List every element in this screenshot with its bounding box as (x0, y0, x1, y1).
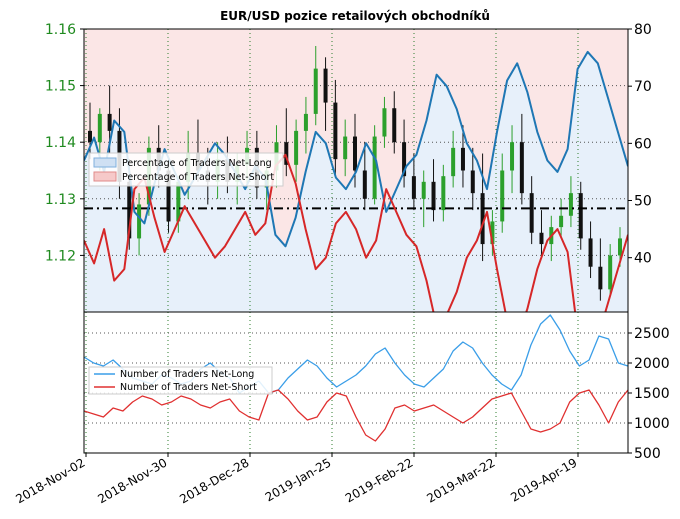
date-tick-label: 2019-Mar-22 (424, 455, 497, 505)
date-tick-label: 2019-Feb-22 (343, 455, 416, 505)
price-candle-body (598, 266, 603, 290)
date-tick-label: 2019-Apr-19 (508, 455, 579, 504)
price-candle-body (137, 204, 142, 239)
price-candle-body (559, 215, 564, 228)
net-short-percentage-line (84, 153, 628, 312)
price-candle-body (500, 170, 505, 222)
date-tick-label: 2018-Nov-02 (13, 455, 87, 506)
right-tick-label: 50 (634, 194, 652, 210)
legend-top-box (88, 152, 284, 187)
legend-net-short-label: Percentage of Traders Net-Short (122, 172, 274, 183)
date-tick-label: 2019-Jan-25 (263, 455, 334, 504)
right-tick-label: 40 (634, 251, 652, 267)
left-tick-label: 1.12 (45, 248, 76, 264)
price-candle-body (441, 176, 446, 211)
price-candle-body (392, 108, 397, 143)
price-candle-body (480, 193, 485, 245)
price-candle-body (578, 193, 583, 239)
price-candle-body (88, 130, 92, 143)
right-tick-label: 80 (634, 22, 652, 38)
left-tick-label: 1.14 (45, 135, 76, 151)
left-tick-label: 1.15 (45, 79, 76, 95)
price-candle-body (333, 102, 338, 160)
right-axis-ticks-top: 40 50 60 70 80 (628, 22, 652, 267)
legend-bottom: Number of Traders Net-Long Number of Tra… (88, 366, 273, 395)
right-tick-label: 70 (634, 79, 652, 95)
price-candle-body (313, 68, 318, 114)
price-candle-body (568, 193, 573, 216)
date-tick-label: 2018-Dec-28 (177, 455, 251, 506)
price-candle-body (431, 181, 436, 211)
price-candle-body (421, 181, 426, 199)
net-short-count-line (84, 389, 628, 442)
price-candle-body (362, 170, 367, 199)
price-candle-body (176, 181, 181, 222)
date-axis-ticks: 2018-Nov-02 2018-Nov-30 2018-Dec-28 2019-Ja… (13, 453, 580, 506)
bottom-right-tick-label: 2000 (634, 356, 670, 372)
price-panel: 1.12 1.13 1.14 1.15 1.16 40 50 60 70 80 Percenta… (45, 22, 652, 313)
bottom-horizontal-gridlines (84, 332, 628, 453)
price-candle-body (127, 181, 132, 239)
price-candle-body (618, 238, 622, 256)
left-axis-ticks: 1.12 1.13 1.14 1.15 1.16 (45, 22, 84, 264)
price-candle-body (97, 113, 102, 143)
chart-title: EUR/USD pozice retailových obchodníků (220, 9, 490, 23)
legend-count-short-label: Number of Traders Net-Short (120, 382, 257, 393)
legend-net-long-swatch (93, 157, 117, 168)
legend-net-long-label: Percentage of Traders Net-Long (122, 158, 272, 169)
price-candle-body (402, 142, 407, 177)
legend-count-long-label: Number of Traders Net-Long (120, 369, 254, 380)
trader-count-panel: 500 1000 1500 2000 2500 Number of Traders Ne… (83, 311, 670, 462)
right-tick-label: 60 (634, 136, 652, 152)
bottom-right-tick-label: 1000 (634, 416, 670, 432)
date-tick-label: 2018-Nov-30 (95, 455, 169, 506)
price-candle-body (343, 136, 348, 160)
price-candle-body (470, 170, 475, 194)
right-axis-ticks-bottom: 500 1000 1500 2000 2500 (628, 326, 670, 462)
price-candle-body (284, 142, 289, 165)
price-candle-body (529, 193, 534, 233)
legend-top: Percentage of Traders Net-Long Percentag… (88, 152, 284, 187)
price-candle-body (353, 136, 357, 171)
price-candle-body (294, 130, 299, 165)
bottom-right-tick-label: 1500 (634, 386, 670, 402)
bottom-right-tick-label: 2500 (634, 326, 670, 342)
price-candle-body (510, 142, 515, 171)
price-candle-body (107, 113, 112, 131)
legend-net-short-swatch (93, 171, 117, 182)
price-candle-body (490, 221, 495, 245)
price-candle-body (460, 147, 465, 171)
left-tick-label: 1.16 (45, 22, 76, 38)
price-candle-body (166, 170, 171, 222)
price-candle-body (451, 147, 456, 177)
price-candle-body (411, 176, 416, 199)
trader-count-panel-frame (83, 311, 629, 454)
price-candle-body (519, 142, 524, 194)
price-candle-body (382, 108, 387, 137)
price-candle-body (372, 136, 377, 199)
legend-bottom-box (88, 366, 273, 395)
bottom-right-tick-label: 500 (634, 446, 661, 462)
price-candle-body (539, 232, 544, 245)
price-candle-body (323, 68, 328, 103)
left-tick-label: 1.13 (45, 192, 76, 208)
price-candle-body (588, 238, 593, 267)
price-candle-body (608, 255, 613, 290)
price-candle-body (303, 113, 308, 131)
